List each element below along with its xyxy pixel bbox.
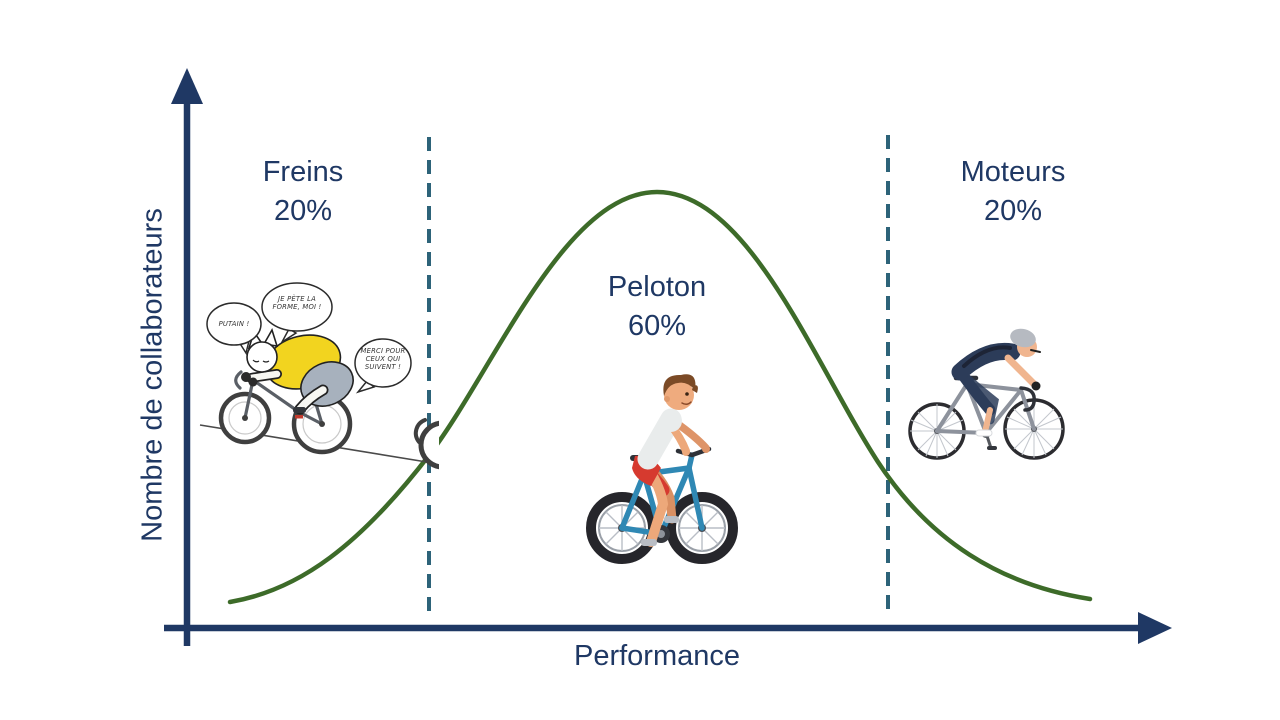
y-axis-arrowhead-icon bbox=[171, 68, 203, 104]
x-axis-arrowhead-icon bbox=[1138, 612, 1172, 644]
segment-moteurs-percent: 20% bbox=[983, 195, 1043, 227]
cat-body bbox=[241, 328, 354, 415]
speech-bubbles bbox=[206, 282, 412, 394]
racer-rider bbox=[951, 328, 1041, 437]
cat-cyclist-drawing bbox=[199, 282, 439, 470]
racing-cyclist-drawing bbox=[908, 328, 1065, 460]
bell-curve bbox=[227, 189, 1093, 605]
follower-partial-wheel bbox=[413, 418, 439, 470]
x-axis-label: Performance bbox=[573, 640, 741, 672]
segment-freins-percent: 20% bbox=[273, 195, 333, 227]
bubble-putain: PUTAIN ! bbox=[218, 320, 250, 328]
segment-peloton-title: Peloton bbox=[607, 271, 707, 303]
boy-rider bbox=[632, 374, 710, 547]
segment-label-freins: Freins 20% bbox=[263, 153, 344, 231]
cat-cyclist-illustration: PUTAIN ! JE PÈTE LA FORME, MOI ! MERCI P… bbox=[197, 278, 439, 495]
racing-cyclist-illustration bbox=[900, 310, 1085, 470]
boy-cyclist-drawing bbox=[586, 374, 738, 564]
segment-label-moteurs: Moteurs 20% bbox=[961, 153, 1066, 231]
boy-cyclist-illustration bbox=[575, 362, 750, 590]
segment-peloton-percent: 60% bbox=[627, 310, 687, 342]
racer-handlebar bbox=[1019, 386, 1036, 412]
segment-moteurs-title: Moteurs bbox=[960, 156, 1066, 188]
bubble-merci-pour-ceux: MERCI POUR CEUX QUI SUIVENT ! bbox=[360, 347, 406, 371]
bubble-je-pete-la-forme: JE PÈTE LA FORME, MOI ! bbox=[272, 295, 322, 311]
y-axis-label: Nombre de collaborateurs bbox=[136, 208, 169, 542]
segment-freins-title: Freins bbox=[262, 156, 344, 188]
segment-label-peloton: Peloton 60% bbox=[608, 268, 706, 346]
